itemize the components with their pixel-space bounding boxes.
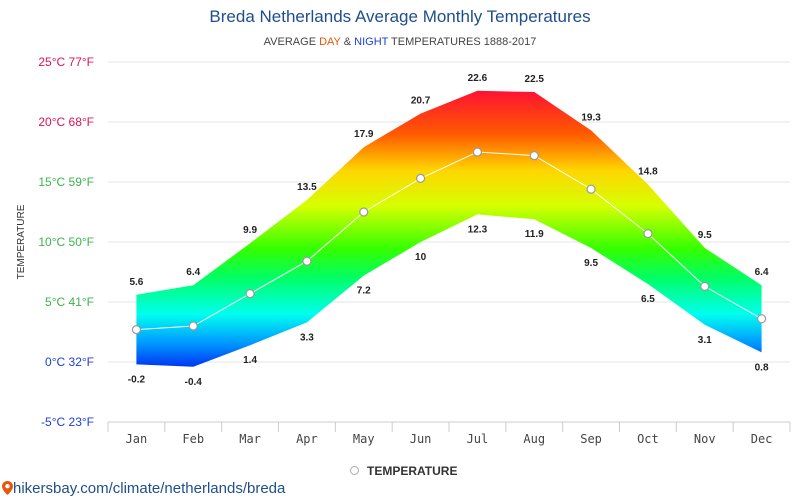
average-point-feb[interactable] [188, 321, 198, 331]
night-label-mar: 1.4 [243, 355, 257, 366]
x-tick-label-mar: Mar [239, 432, 261, 446]
y-tick-label-2: 15°C 59°F [38, 175, 94, 189]
y-tick-label-4: 5°C 41°F [45, 295, 94, 309]
temperature-chart: 25°C 77°F 20°C 68°F 15°C 59°F 10°C 50°F 5°C … [16, 55, 791, 446]
night-label-jun: 10 [415, 252, 427, 263]
day-label-dec: 6.4 [755, 267, 769, 278]
average-point-sep[interactable] [586, 184, 596, 194]
day-label-feb: 6.4 [186, 267, 200, 278]
average-point-jan[interactable] [131, 325, 142, 335]
x-tick-label-oct: Oct [637, 432, 659, 446]
average-point-jul[interactable] [472, 147, 483, 157]
average-point-oct[interactable] [643, 229, 653, 239]
day-label-jan: 5.6 [129, 277, 143, 288]
x-tick-label-dec: Dec [751, 432, 773, 446]
x-tick-label-nov: Nov [694, 432, 716, 446]
x-axis: Jan Feb Mar Apr May Jun Jul Aug Sep Oct Nov Dec [107, 421, 791, 446]
day-label-apr: 13.5 [297, 182, 317, 193]
day-label-jul: 22.6 [468, 73, 488, 84]
average-point-mar[interactable] [245, 289, 255, 299]
x-tick-label-may: May [353, 432, 375, 446]
average-point-may[interactable] [359, 207, 369, 217]
y-tick-label-0: 25°C 77°F [38, 55, 94, 69]
subtitle-night: NIGHT [354, 36, 389, 48]
data-labels: 5.6 6.4 9.9 13.5 17.9 20.7 22.6 22.5 19.3 14.8 9.5… [128, 73, 769, 388]
night-label-may: 7.2 [357, 286, 371, 297]
legend-marker-icon [350, 466, 359, 476]
y-tick-label-5: 0°C 32°F [45, 355, 94, 369]
x-tick-label-aug: Aug [523, 432, 545, 446]
night-label-feb: -0.4 [185, 377, 203, 388]
footer-link[interactable]: hikersbay.com/climate/netherlands/breda [2, 480, 285, 497]
chart-title: Breda Netherlands Average Monthly Temper… [209, 7, 591, 26]
y-tick-label-3: 10°C 50°F [38, 235, 94, 249]
x-tick-label-feb: Feb [182, 432, 204, 446]
footer-text: hikersbay.com/climate/netherlands/breda [13, 480, 286, 497]
chart-subtitle: AVERAGE DAY & NIGHT TEMPERATURES 1888-20… [263, 36, 537, 48]
y-tick-label-1: 20°C 68°F [38, 115, 94, 129]
x-tick-label-jun: Jun [410, 432, 432, 446]
legend-label: TEMPERATURE [367, 464, 458, 478]
day-label-may: 17.9 [354, 129, 374, 140]
day-night-band [136, 90, 762, 367]
night-label-dec: 0.8 [755, 362, 769, 373]
x-tick-label-sep: Sep [580, 432, 602, 446]
y-axis-label: TEMPERATURE [16, 204, 27, 279]
average-point-dec[interactable] [756, 314, 767, 324]
subtitle-day: DAY [319, 36, 341, 48]
average-point-jun[interactable] [415, 173, 426, 183]
average-line [136, 151, 762, 331]
day-label-nov: 9.5 [698, 230, 712, 241]
day-label-oct: 14.8 [638, 166, 658, 177]
night-label-apr: 3.3 [300, 332, 314, 343]
night-label-aug: 11.9 [525, 229, 544, 240]
night-label-jul: 12.3 [468, 224, 488, 235]
legend[interactable]: TEMPERATURE [350, 464, 457, 478]
temperature-band [136, 90, 762, 367]
average-temperature-line [131, 147, 767, 335]
day-label-sep: 19.3 [581, 112, 601, 123]
day-label-aug: 22.5 [525, 74, 545, 85]
map-pin-icon [2, 481, 13, 496]
x-tick-label-apr: Apr [296, 432, 318, 446]
x-tick-label-jul: Jul [467, 432, 489, 446]
x-tick-label-jan: Jan [126, 432, 148, 446]
night-label-jan: -0.2 [128, 374, 146, 385]
night-label-sep: 9.5 [584, 258, 598, 269]
average-point-apr[interactable] [302, 256, 312, 266]
night-label-oct: 6.5 [641, 294, 655, 305]
day-label-jun: 20.7 [411, 96, 431, 107]
night-label-nov: 3.1 [698, 335, 712, 346]
average-point-nov[interactable] [700, 281, 710, 291]
y-axis: 25°C 77°F 20°C 68°F 15°C 59°F 10°C 50°F 5°C … [16, 55, 94, 429]
y-tick-label-6: -5°C 23°F [41, 415, 94, 429]
average-point-aug[interactable] [529, 151, 539, 161]
day-label-mar: 9.9 [243, 225, 257, 236]
